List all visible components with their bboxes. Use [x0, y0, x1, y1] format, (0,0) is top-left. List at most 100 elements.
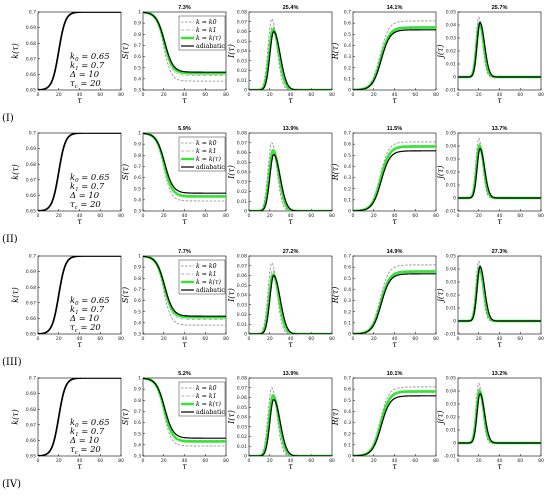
x-tick-label: 20	[161, 213, 167, 219]
x-tick-label: 40	[288, 336, 294, 342]
y-tick-label: 0.04	[446, 23, 456, 29]
x-tick-label: 20	[476, 92, 482, 98]
y-tick-label: 0.2	[344, 65, 351, 71]
k-curve-line	[38, 256, 121, 334]
x-tick-label: 60	[202, 458, 208, 464]
x-tick-label: 80	[223, 336, 229, 342]
x-tick-label: 80	[538, 458, 544, 464]
y-tick-label: 0.6	[134, 298, 141, 304]
y-tick-label: 0.3	[344, 298, 351, 304]
k0-line	[458, 137, 541, 199]
y-tick-label: 0.3	[134, 454, 141, 460]
ktau-line	[249, 27, 332, 90]
row-label: (II)	[2, 234, 18, 245]
x-tick-label: 20	[161, 336, 167, 342]
y-axis-label: j(τ)	[436, 410, 445, 425]
x-tick-label: 0	[457, 213, 460, 219]
y-tick-label: 0.5	[134, 431, 141, 437]
y-axis-label: R(τ)	[331, 287, 340, 305]
x-tick-label: 80	[329, 92, 335, 98]
y-tick-label: 0.7	[344, 254, 351, 260]
y-tick-label: 0.7	[29, 10, 36, 16]
y-tick-label: 0.03	[446, 36, 456, 42]
y-tick-label: 0.6	[134, 175, 141, 181]
k0-line	[353, 386, 436, 456]
y-tick-label: 0.7	[29, 376, 36, 382]
y-tick-label: 0.02	[237, 434, 247, 440]
panel-j-3: 0 20 40 60 80-0.0100.010.020.030.040.05τj(τ)…	[436, 249, 544, 349]
y-tick-label: 0	[453, 75, 456, 81]
y-tick-label: -0.01	[444, 88, 456, 94]
x-tick-label: 0	[457, 92, 460, 98]
k0-line	[249, 387, 332, 456]
x-tick-label: 80	[118, 336, 124, 342]
x-axis-label: τ	[182, 217, 187, 226]
y-tick-label: 0.3	[134, 209, 141, 215]
y-tick-label: 0.5	[134, 186, 141, 192]
y-tick-label: 0.3	[134, 332, 141, 338]
x-tick-label: 60	[308, 336, 314, 342]
x-tick-label: 80	[538, 213, 544, 219]
param-line: τc = 20	[70, 322, 101, 334]
y-tick-label: 0	[244, 209, 247, 215]
y-tick-label: 0.8	[134, 153, 141, 159]
y-tick-label: -0.01	[444, 332, 456, 338]
y-tick-label: 0.66	[26, 316, 36, 322]
param-line: k0 = 0.65	[70, 295, 110, 307]
y-axis-label: R(τ)	[331, 164, 340, 182]
x-tick-label: 0	[37, 336, 40, 342]
y-tick-label: 0.69	[26, 25, 36, 31]
k0-line	[249, 18, 332, 90]
y-tick-label: 0.06	[237, 273, 247, 279]
legend-label: k = k(τ)	[196, 279, 221, 286]
x-tick-label: 20	[476, 213, 482, 219]
x-axis-label: τ	[497, 217, 502, 226]
y-tick-label: 0.8	[134, 276, 141, 282]
y-axis-label: S(τ)	[121, 409, 130, 425]
k1-line	[458, 143, 541, 199]
param-line: k0 = 0.65	[70, 172, 110, 184]
y-tick-label: 0.68	[26, 285, 36, 291]
y-axis-label: j(τ)	[436, 288, 445, 303]
x-tick-label: 80	[538, 336, 544, 342]
legend-label: k = k1	[196, 148, 217, 155]
x-tick-label: 60	[412, 213, 418, 219]
y-tick-label: 0.04	[446, 267, 456, 273]
y-tick-label: 0.6	[134, 420, 141, 426]
x-tick-label: 40	[288, 458, 294, 464]
y-tick-label: 0.05	[237, 405, 247, 411]
row-label: (I)	[2, 113, 14, 124]
param-line: Δ = 10	[69, 313, 100, 323]
adiabatic-line	[353, 273, 436, 334]
k0-line	[458, 382, 541, 444]
y-tick-label: 0.69	[26, 146, 36, 152]
x-tick-label: 40	[182, 213, 188, 219]
y-tick-label: 0	[348, 454, 351, 460]
panel-percentage: 25.4%	[283, 5, 299, 11]
plot-frame	[248, 132, 333, 212]
x-tick-label: 20	[56, 92, 62, 98]
y-tick-label: 0.69	[26, 391, 36, 397]
y-tick-label: 0.5	[134, 309, 141, 315]
y-tick-label: 0.7	[134, 164, 141, 170]
x-tick-label: 40	[497, 213, 503, 219]
y-tick-label: 0.07	[237, 140, 247, 146]
x-tick-label: 0	[457, 458, 460, 464]
x-tick-label: 0	[352, 92, 355, 98]
y-tick-label: 0.01	[237, 444, 247, 450]
y-tick-label: 0.1	[344, 197, 351, 203]
ktau-line	[249, 272, 332, 334]
panel-k-2: 0 20 40 60 80 0.65 0.66 0.67 0.68 0.69 0.7 τ k(τ) k0 …	[11, 131, 124, 226]
x-tick-label: 20	[56, 458, 62, 464]
y-tick-label: 0.2	[344, 431, 351, 437]
x-tick-label: 80	[433, 92, 439, 98]
y-tick-label: 0.9	[134, 265, 141, 271]
y-tick-label: 0.05	[237, 39, 247, 45]
x-tick-label: 0	[37, 92, 40, 98]
y-axis-label: R(τ)	[331, 409, 340, 427]
y-tick-label: 0.3	[134, 88, 141, 94]
x-tick-label: 80	[433, 213, 439, 219]
x-axis-label: τ	[288, 462, 293, 471]
x-axis-label: τ	[77, 462, 82, 471]
y-tick-label: 0.02	[446, 415, 456, 421]
